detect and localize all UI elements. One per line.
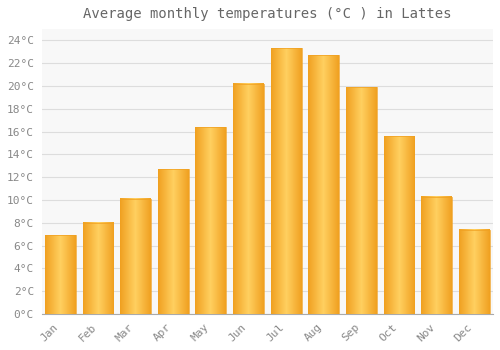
Bar: [270, 48, 302, 314]
Bar: [82, 223, 114, 314]
Bar: [45, 235, 76, 314]
Bar: [233, 84, 264, 314]
Bar: [384, 136, 414, 314]
Bar: [158, 169, 188, 314]
Bar: [346, 87, 377, 314]
Bar: [421, 197, 452, 314]
Bar: [308, 55, 339, 314]
Title: Average monthly temperatures (°C ) in Lattes: Average monthly temperatures (°C ) in La…: [83, 7, 452, 21]
Bar: [120, 199, 151, 314]
Bar: [459, 230, 490, 314]
Bar: [196, 127, 226, 314]
